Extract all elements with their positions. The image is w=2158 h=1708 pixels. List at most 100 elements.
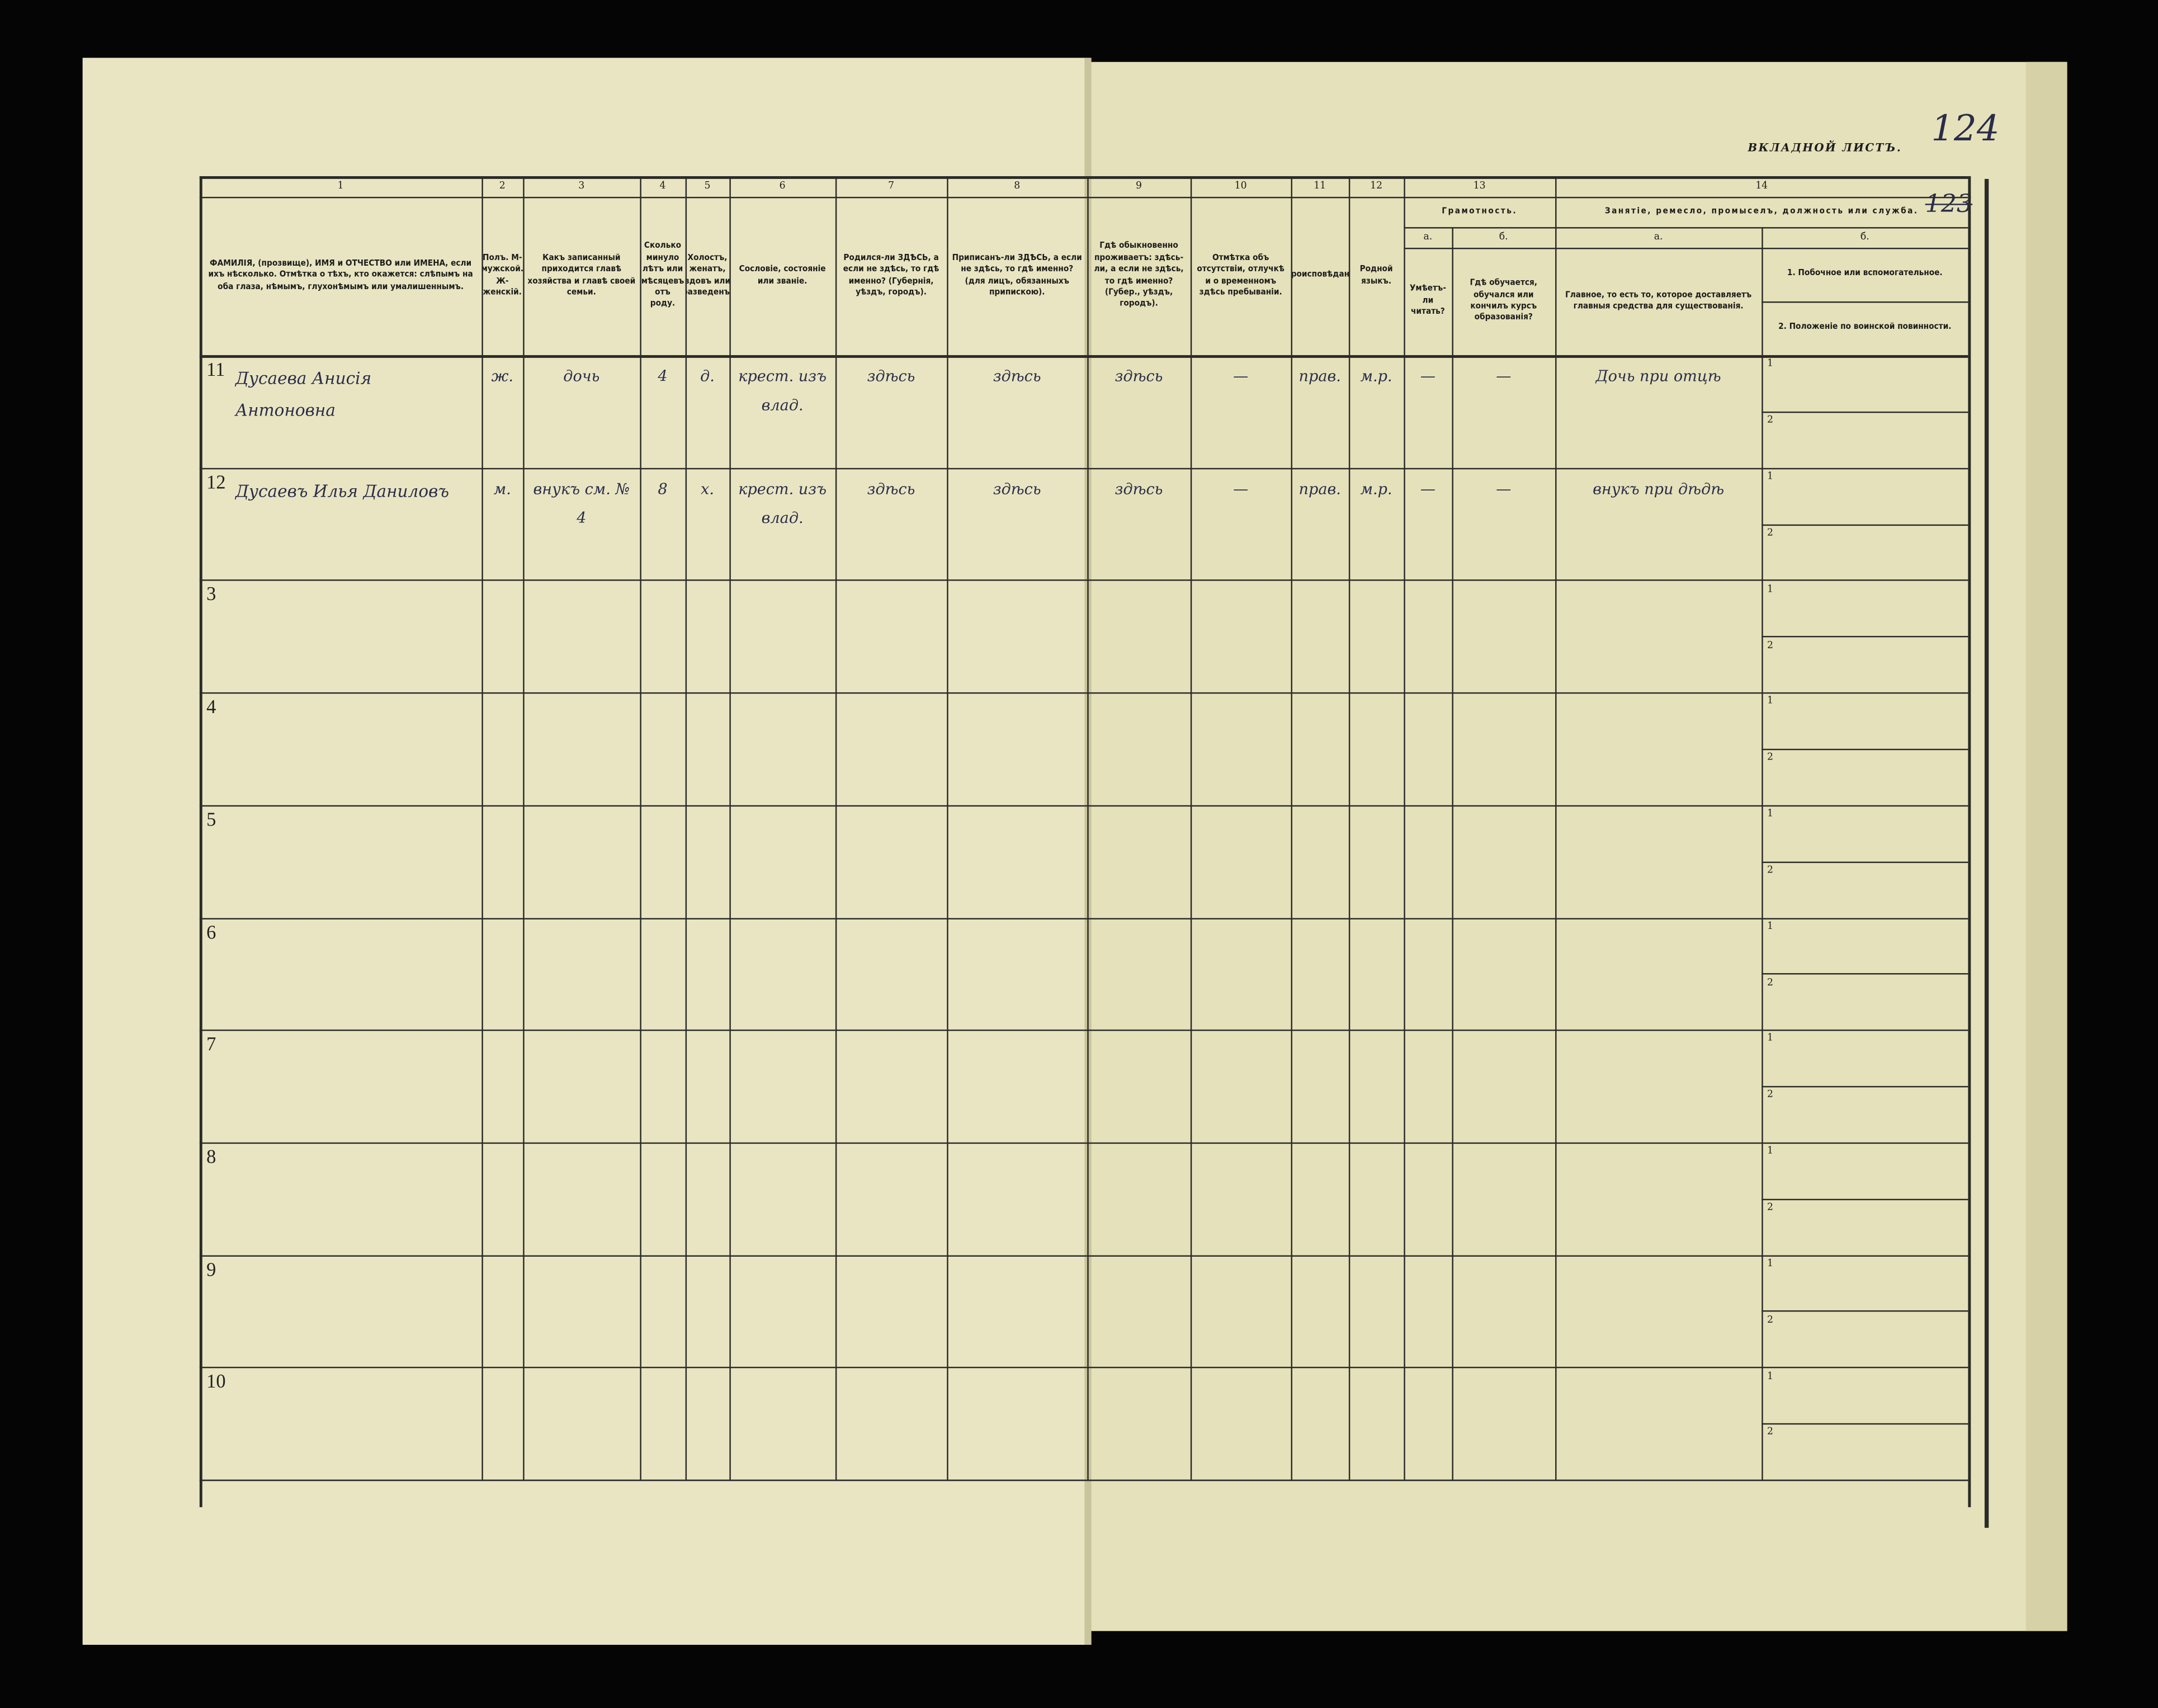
rule	[1348, 176, 1350, 1480]
rule	[1762, 861, 1968, 863]
rule	[1762, 523, 1968, 526]
handwritten-entry: прав.	[1298, 367, 1341, 386]
column-number: 10	[1234, 180, 1247, 191]
rule	[199, 1030, 1968, 1031]
rule	[199, 196, 1968, 199]
handwritten-entry: 8	[658, 480, 668, 498]
column-number: 9	[1136, 180, 1142, 191]
sub-row-label: 1	[1767, 1258, 1774, 1269]
column-title: Сколько минуло лѣтъ или мѣсяцевъ отъ род…	[641, 241, 684, 309]
handwritten-entry: здѣсь	[867, 367, 915, 386]
handwritten-entry: внукъ при дѣдѣ	[1593, 480, 1725, 498]
rule	[1404, 227, 1556, 229]
rule	[1984, 178, 1989, 1528]
rule	[1762, 1311, 1968, 1313]
sub-row-label: 2	[1767, 1089, 1774, 1101]
handwritten-entry: Дочь при отцѣ	[1595, 367, 1721, 386]
column-title: Приписанъ-ли ЗДѢСЬ, а если не здѣсь, то …	[952, 253, 1082, 298]
handwritten-entry: —	[1496, 480, 1512, 498]
handwritten-entry: м.р.	[1360, 367, 1392, 386]
row-number: 3	[206, 585, 216, 606]
rule	[199, 1254, 1968, 1256]
rule	[199, 1479, 1968, 1481]
sub-row-label: 2	[1767, 976, 1774, 988]
handwritten-entry: крест. изъ влад.	[738, 480, 827, 527]
handwritten-entry: дочь	[563, 367, 600, 386]
rule	[1762, 227, 1763, 1480]
sub-row-label: 2	[1767, 1201, 1774, 1213]
rule	[199, 917, 1968, 919]
rule	[199, 355, 1968, 358]
handwritten-entry: здѣсь	[1115, 480, 1163, 498]
rule	[685, 176, 687, 1480]
sub-row-label: 2	[1767, 414, 1774, 426]
rule	[1762, 1199, 1968, 1200]
column-number: 13	[1473, 180, 1486, 191]
sub-letter: б.	[1499, 230, 1508, 242]
rule	[1968, 176, 1971, 1507]
handwritten-entry: —	[1420, 367, 1435, 386]
rule	[199, 176, 1968, 179]
column-number: 1	[337, 180, 344, 191]
sub-row-label: 2	[1767, 1426, 1774, 1438]
sub-row-label: 1	[1767, 358, 1774, 370]
handwritten-entry: внукъ см. № 4	[533, 480, 630, 527]
column-number: 5	[704, 180, 711, 191]
rule	[1762, 1423, 1968, 1425]
rule	[729, 176, 731, 1480]
handwritten-entry: —	[1496, 367, 1512, 386]
page-edge	[2025, 62, 2067, 1631]
column-title: Вѣроисповѣданіе.	[1291, 270, 1349, 280]
left-page	[82, 58, 1090, 1645]
handwritten-entry: Дусаева Анисія Антоновна	[235, 369, 372, 420]
handwritten-entry: прав.	[1298, 480, 1341, 498]
column-number: 3	[578, 180, 585, 191]
rule	[199, 805, 1968, 806]
column-title: Гдѣ обыкновенно проживаетъ: здѣсь-ли, а …	[1094, 241, 1184, 309]
handwritten-entry: здѣсь	[1115, 367, 1163, 386]
rule	[1762, 411, 1968, 413]
column-number: 14	[1755, 180, 1768, 191]
rule	[1291, 176, 1292, 1480]
handwritten-entry: здѣсь	[867, 480, 915, 498]
column-title: Отмѣтка объ отсутствіи, отлучкѣ и о врем…	[1197, 253, 1285, 298]
handwritten-entry: м.	[493, 480, 511, 498]
page-number: 124	[1931, 108, 2000, 150]
rule	[640, 176, 641, 1480]
sub-title: Умѣетъ-ли читать?	[1409, 284, 1446, 317]
sub-row-label: 2	[1767, 639, 1774, 650]
sub-row-label: 2	[1767, 752, 1774, 763]
column-title: ФАМИЛІЯ, (прозвище), ИМЯ и ОТЧЕСТВО или …	[208, 258, 473, 291]
column-number: 11	[1314, 180, 1326, 191]
sub-row-label: 2	[1767, 1314, 1774, 1325]
rule	[1762, 748, 1968, 751]
handwritten-entry: здѣсь	[993, 480, 1041, 498]
rule	[1762, 1086, 1968, 1088]
row-number: 7	[206, 1035, 216, 1056]
row-number: 4	[206, 698, 216, 719]
sub-row-label: 1	[1767, 695, 1774, 707]
sub-letter: б.	[1860, 230, 1869, 242]
handwritten-entry: д.	[700, 367, 715, 386]
column-number: 8	[1014, 180, 1021, 191]
row-number: 10	[206, 1372, 226, 1394]
row-number: 5	[206, 810, 216, 832]
crossed-number: 123	[1925, 190, 1973, 219]
handwritten-entry: ж.	[491, 367, 513, 386]
rule	[523, 176, 525, 1480]
column-title: Сословіе, состояніе или званіе.	[739, 264, 826, 286]
sub-row-label: 1	[1767, 1145, 1774, 1157]
rule	[1190, 176, 1192, 1480]
handwritten-entry: здѣсь	[993, 367, 1041, 386]
sub-title: 1. Побочное или вспомогательное.	[1787, 268, 1943, 279]
handwritten-entry: х.	[701, 480, 714, 498]
rule	[199, 1142, 1968, 1144]
sub-row-label: 1	[1767, 808, 1774, 819]
rule	[199, 176, 202, 1507]
sub-row-label: 1	[1767, 470, 1774, 482]
column-number: 2	[499, 180, 506, 191]
sub-row-label: 2	[1767, 864, 1774, 876]
column-number: 12	[1370, 180, 1383, 191]
column-title: Грамотность.	[1442, 206, 1518, 216]
